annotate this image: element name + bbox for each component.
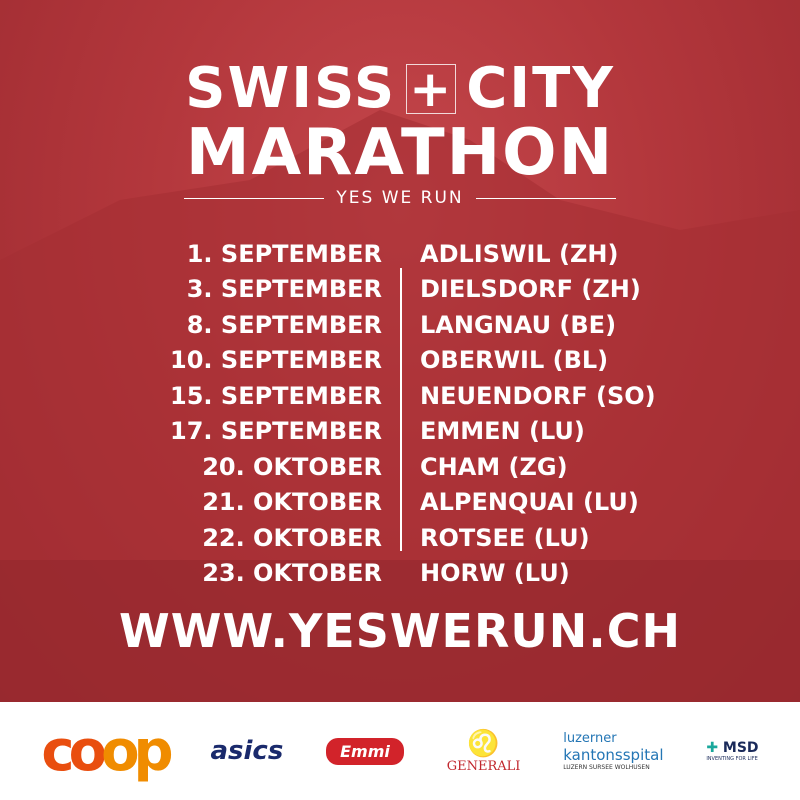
sponsor-bar: coop asics Emmi ♌ GENERALI luzerner kanto… [0, 702, 800, 800]
coop-logo: coop [41, 718, 173, 784]
msd-text: MSD [722, 740, 759, 756]
event-location: ADLISWIL (ZH) [420, 239, 619, 268]
msd-logo: ✚ MSD INVENTING FOR LIFE [706, 740, 758, 762]
hero-banner: SWISS + CITY MARATHON YES WE RUN 1. SEPT… [0, 0, 800, 702]
event-date: 3. SEPTEMBER [186, 275, 382, 304]
event-date: 1. SEPTEMBER [186, 239, 382, 268]
emmi-logo: Emmi [326, 737, 404, 765]
event-row: 17. SEPTEMBER EMMEN (LU) [0, 414, 800, 450]
event-row: 22. OKTOBER ROTSEE (LU) [0, 520, 800, 556]
event-date: 21. OKTOBER [202, 488, 382, 517]
tagline-text: YES WE RUN [336, 188, 464, 208]
event-date: 15. SEPTEMBER [170, 381, 382, 410]
title-line-1: SWISS + CITY [0, 56, 800, 121]
event-date: 22. OKTOBER [202, 523, 382, 552]
website-url[interactable]: WWW.YESWERUN.CH [119, 604, 681, 658]
event-date: 20. OKTOBER [202, 452, 382, 481]
event-row: 1. SEPTEMBER ADLISWIL (ZH) [0, 236, 800, 272]
event-row: 10. SEPTEMBER OBERWIL (BL) [0, 343, 800, 379]
event-location: EMMEN (LU) [420, 417, 585, 446]
event-row: 3. SEPTEMBER DIELSDORF (ZH) [0, 272, 800, 308]
column-divider [400, 268, 402, 551]
event-date: 10. SEPTEMBER [170, 346, 382, 375]
event-date: 8. SEPTEMBER [186, 310, 382, 339]
title-marathon: MARATHON [185, 116, 615, 190]
event-location: DIELSDORF (ZH) [420, 275, 641, 304]
event-row: 8. SEPTEMBER LANGNAU (BE) [0, 307, 800, 343]
title-city: CITY [466, 56, 615, 121]
swiss-cross-icon: + [406, 63, 457, 114]
event-row: 23. OKTOBER HORW (LU) [0, 556, 800, 592]
event-row: 20. OKTOBER CHAM (ZG) [0, 449, 800, 485]
event-location: HORW (LU) [420, 559, 570, 588]
luz-line-1: luzerner [563, 730, 617, 746]
luz-line-2: kantonsspital [563, 746, 664, 765]
title-swiss: SWISS [185, 56, 397, 121]
event-location: OBERWIL (BL) [420, 346, 609, 375]
event-date: 23. OKTOBER [202, 559, 382, 588]
event-list: 1. SEPTEMBER ADLISWIL (ZH) 3. SEPTEMBER DIE… [0, 236, 800, 591]
luzerner-kantonsspital-logo: luzerner kantonsspital LUZERN SURSEE WOL… [563, 731, 663, 772]
asics-logo: asics [210, 736, 284, 766]
event-location: NEUENDORF (SO) [420, 381, 656, 410]
event-row: 21. OKTOBER ALPENQUAI (LU) [0, 485, 800, 521]
divider [184, 197, 325, 199]
luz-line-3: LUZERN SURSEE WOLHUSEN [563, 764, 650, 772]
msd-sub: INVENTING FOR LIFE [706, 756, 758, 762]
lion-icon: ♌ [467, 728, 500, 759]
event-date: 17. SEPTEMBER [170, 417, 382, 446]
event-location: ALPENQUAI (LU) [420, 488, 639, 517]
divider [475, 197, 616, 199]
generali-logo: ♌ GENERALI [447, 729, 521, 774]
event-row: 15. SEPTEMBER NEUENDORF (SO) [0, 378, 800, 414]
event-location: LANGNAU (BE) [420, 310, 617, 339]
msd-icon: ✚ [706, 740, 719, 756]
event-location: CHAM (ZG) [420, 452, 568, 481]
tagline: YES WE RUN [0, 188, 800, 208]
generali-text: GENERALI [446, 758, 521, 774]
event-location: ROTSEE (LU) [420, 523, 590, 552]
